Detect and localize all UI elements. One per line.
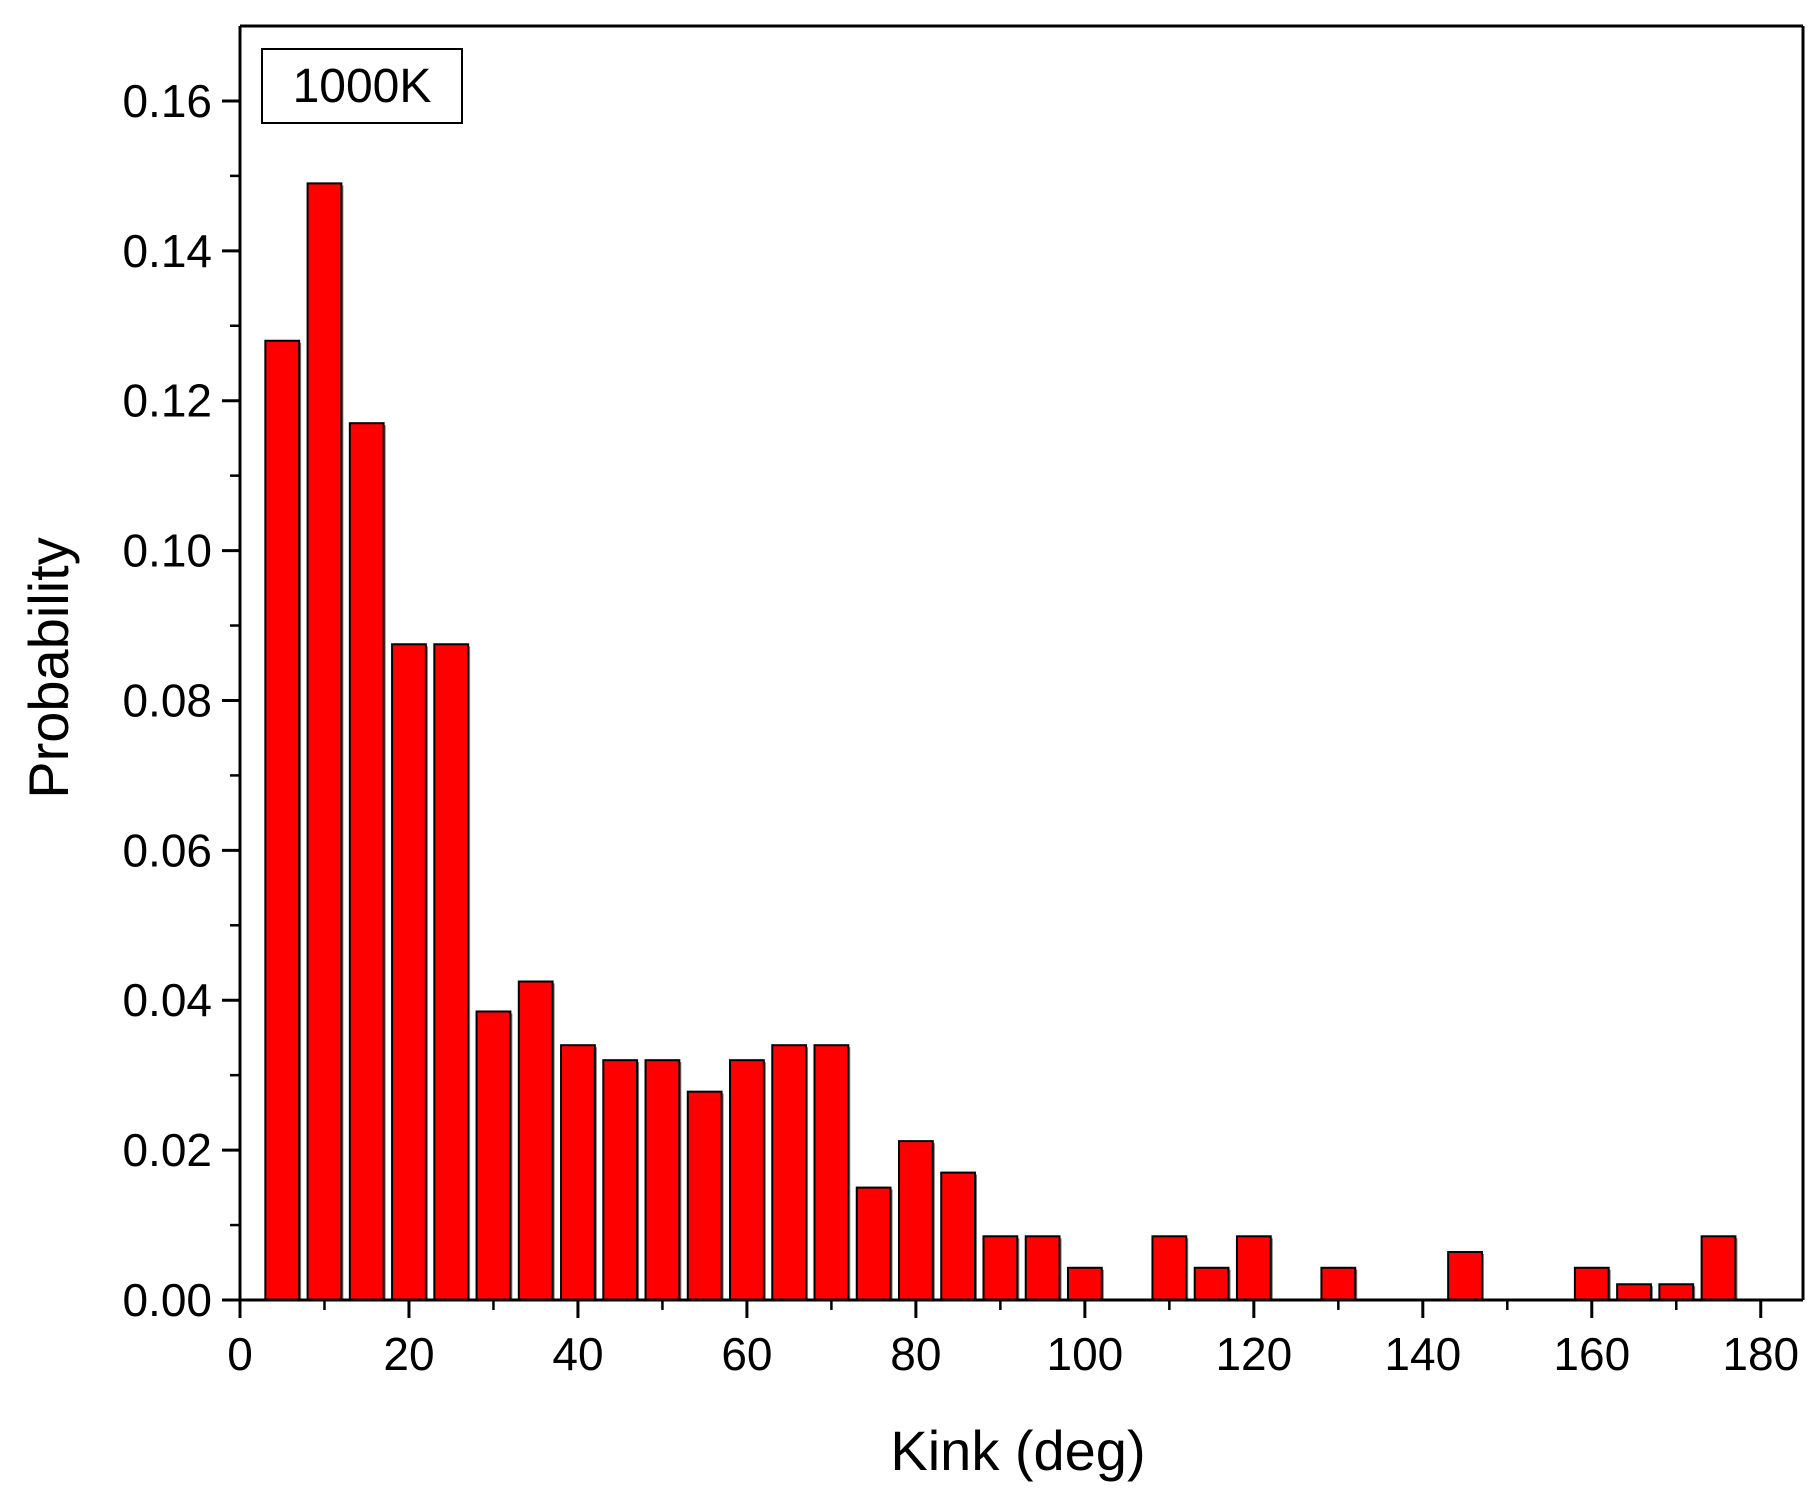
bar: [1151, 1235, 1188, 1302]
x-tick-label: 160: [1553, 1328, 1630, 1380]
bar: [602, 1059, 639, 1301]
bar: [729, 1059, 765, 1301]
x-tick-label: 20: [383, 1328, 434, 1380]
plot-frame: [238, 24, 1805, 1302]
x-tick-label: 140: [1384, 1328, 1461, 1380]
bar: [391, 643, 427, 1301]
bar: [306, 182, 343, 1301]
axis-ticks: [222, 99, 1763, 1318]
y-tick-label: 0.02: [122, 1124, 212, 1176]
bar: [1320, 1266, 1357, 1301]
annotation-box: 1000K: [261, 48, 463, 124]
bar: [1573, 1266, 1610, 1301]
bar: [348, 422, 385, 1301]
bar: [644, 1059, 681, 1301]
y-tick-label: 0.14: [122, 225, 212, 277]
bar: [475, 1010, 512, 1301]
x-tick-label: 180: [1722, 1328, 1799, 1380]
bar: [1235, 1235, 1272, 1302]
x-tick-label: 40: [552, 1328, 603, 1380]
bar: [1024, 1235, 1061, 1302]
y-tick-label: 0.08: [122, 674, 212, 726]
bar: [1193, 1266, 1230, 1301]
bar: [560, 1044, 596, 1301]
bar: [517, 980, 554, 1301]
y-tick-label: 0.10: [122, 525, 212, 577]
bar: [1616, 1283, 1652, 1301]
bar: [1066, 1266, 1103, 1301]
bar: [1658, 1283, 1695, 1301]
bar: [982, 1235, 1019, 1302]
annotation-frame: [261, 48, 463, 124]
y-tick-label: 0.04: [122, 974, 212, 1026]
y-tick-label: 0.16: [122, 75, 212, 127]
bar: [264, 339, 301, 1301]
x-tick-label: 100: [1046, 1328, 1123, 1380]
x-tick-label: 0: [227, 1328, 253, 1380]
bar: [1447, 1251, 1483, 1301]
bar: [940, 1171, 977, 1301]
x-tick-label: 120: [1215, 1328, 1292, 1380]
bar: [897, 1140, 934, 1302]
bar: [1700, 1235, 1737, 1302]
y-tick-label: 0.12: [122, 375, 212, 427]
x-tick-label: 80: [890, 1328, 941, 1380]
x-tick-label: 60: [721, 1328, 772, 1380]
y-axis-title: Probability: [17, 537, 80, 798]
bars-layer: [264, 182, 1738, 1302]
x-axis-title: Kink (deg): [890, 1419, 1145, 1482]
y-tick-label: 0.06: [122, 824, 212, 876]
bar: [855, 1186, 892, 1302]
annotation-label: 1000K: [293, 60, 432, 113]
bar: [686, 1090, 723, 1302]
y-tick-label: 0.00: [122, 1274, 212, 1326]
tick-labels: 0 20 40 60 80 100 120 140 160 180 0.00 0.02 0.04 0.06…: [122, 75, 1799, 1380]
bar: [433, 643, 470, 1301]
bar: [813, 1044, 850, 1301]
bar: [771, 1044, 808, 1301]
